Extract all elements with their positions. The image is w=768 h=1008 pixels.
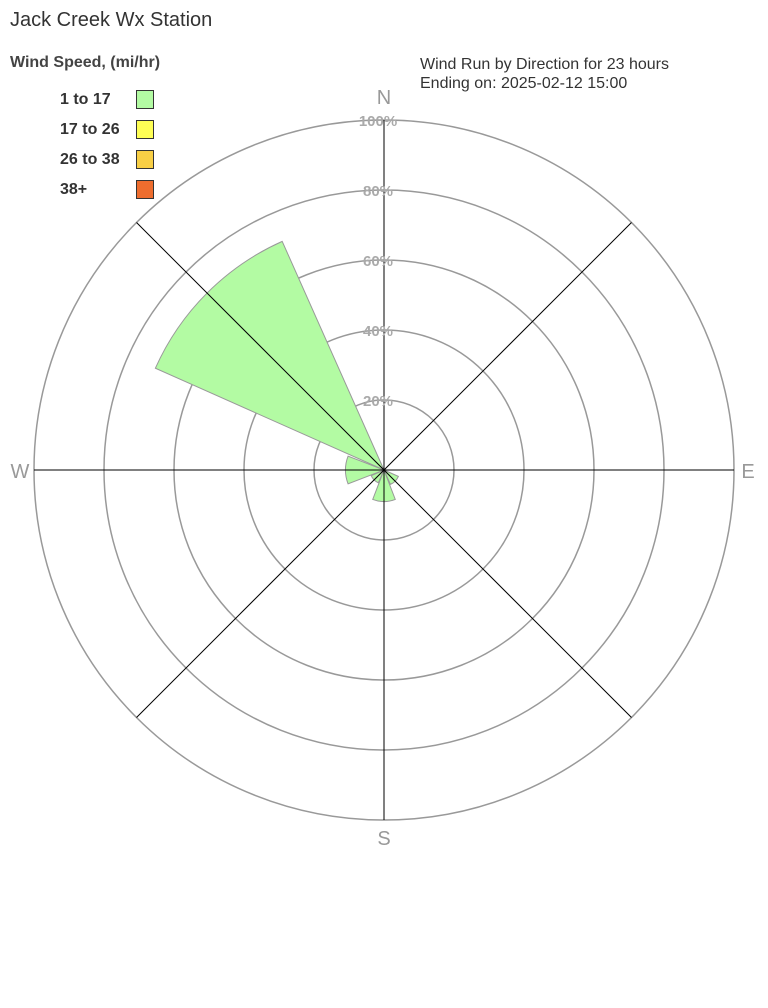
ring-label: 40% [363, 323, 393, 340]
legend-swatch [136, 150, 154, 169]
info-line-period: Wind Run by Direction for 23 hours [420, 56, 669, 73]
legend-swatch [136, 120, 154, 139]
compass-label-w: W [11, 461, 30, 483]
ring-label: 80% [363, 183, 393, 200]
legend-item: 1 to 17 [60, 89, 160, 119]
legend: 1 to 17 17 to 26 26 to 38 38+ [60, 89, 160, 209]
legend-label: 26 to 38 [60, 151, 120, 168]
chart-info: Wind Run by Direction for 23 hours Endin… [420, 55, 669, 93]
legend-item: 17 to 26 [60, 119, 160, 149]
info-line-ending: Ending on: 2025-02-12 15:00 [420, 75, 628, 92]
legend-label: 1 to 17 [60, 91, 111, 108]
direction-axis [136, 222, 632, 718]
legend-swatch [136, 90, 154, 109]
legend-item: 38+ [60, 179, 160, 209]
page-title: Jack Creek Wx Station [10, 9, 213, 31]
legend-swatch [136, 180, 154, 199]
compass-label-e: E [741, 461, 754, 483]
legend-title: Wind Speed, (mi/hr) [10, 54, 161, 71]
legend-label: 17 to 26 [60, 121, 120, 138]
ring-label: 100% [359, 113, 397, 130]
ring-label: 20% [363, 393, 393, 410]
compass-label-s: S [377, 828, 390, 850]
legend-label: 38+ [60, 181, 88, 198]
ring-label: 60% [363, 253, 393, 270]
compass-label-n: N [377, 87, 391, 109]
legend-item: 26 to 38 [60, 149, 160, 179]
